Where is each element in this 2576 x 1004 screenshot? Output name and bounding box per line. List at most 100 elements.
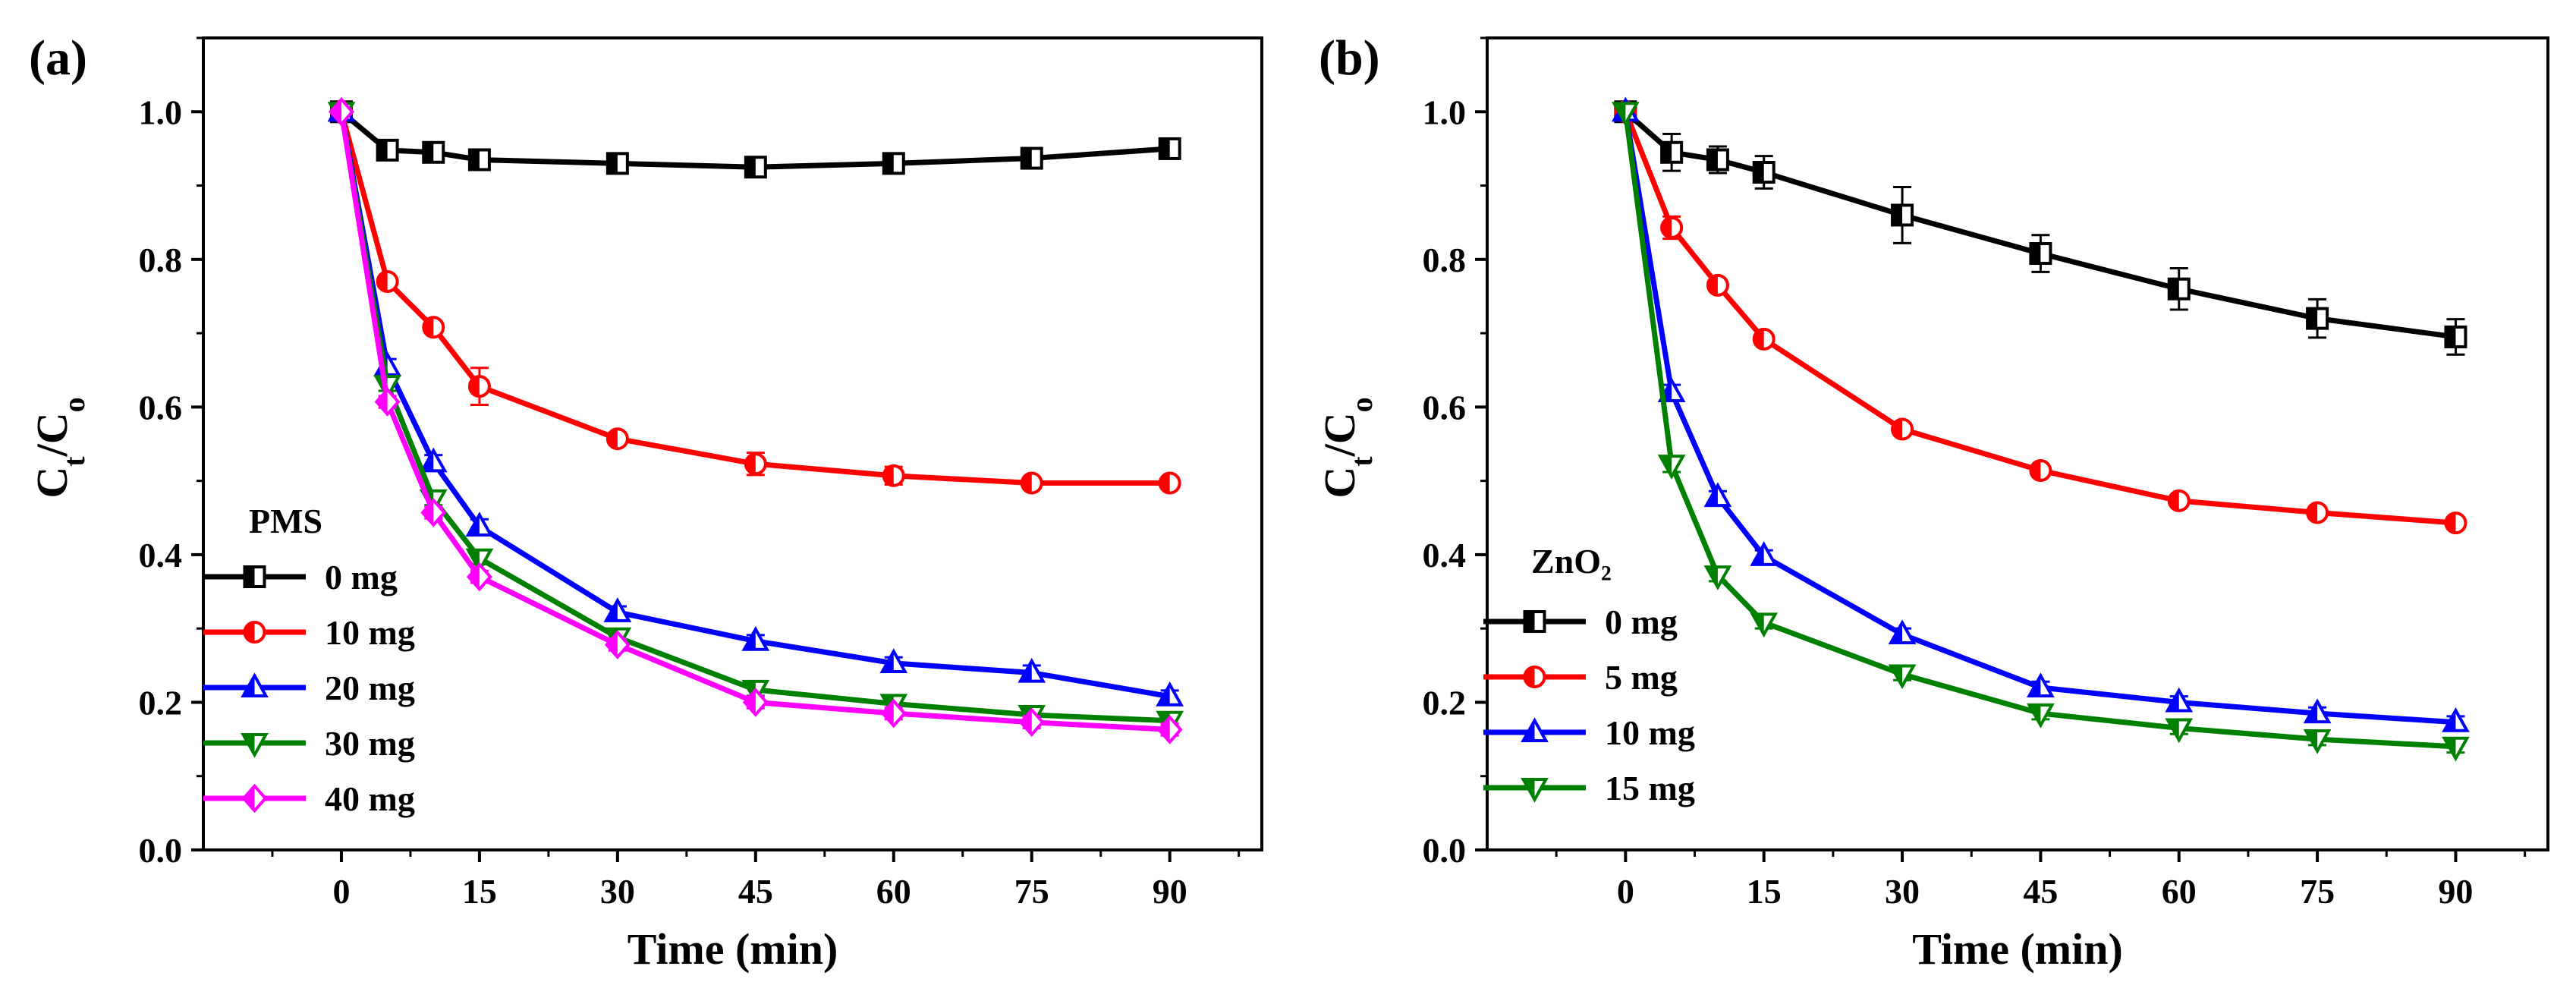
panel-a-data-point bbox=[1020, 146, 1043, 170]
panel-b-legend-marker bbox=[1523, 610, 1546, 633]
panel-b-legend-label: 0 mg bbox=[1605, 603, 1678, 641]
panel-a-data-point bbox=[465, 511, 494, 537]
panel-b-data-point bbox=[1703, 482, 1732, 508]
panel-a-y-tick-label: 0.2 bbox=[139, 683, 183, 722]
panel-a: (a) 0 15 30 45 60 75 90 0.0 0.2 0.4 0.6 0.8 1.0 Time… bbox=[27, 30, 1263, 974]
panel-a-data-point bbox=[422, 140, 445, 164]
panel-a-data-point bbox=[420, 498, 447, 527]
panel-a-legend: PMS 0 mg 10 mg 20 mg 30 mg 40 mg bbox=[203, 502, 415, 818]
panel-a-data-point bbox=[465, 548, 494, 574]
panel-a-data-point bbox=[604, 630, 631, 659]
panel-a-legend-marker bbox=[241, 783, 268, 814]
panel-a-legend-label: 0 mg bbox=[325, 558, 398, 596]
panel-b-data-point bbox=[1888, 664, 1917, 690]
panel-a-legend-marker bbox=[243, 565, 266, 588]
panel-b-x-tick-label: 45 bbox=[2023, 872, 2058, 911]
panel-b-y-tick-label: 0.0 bbox=[1423, 831, 1467, 870]
panel-a-data-point bbox=[422, 316, 445, 339]
panel-b-legend-label: 10 mg bbox=[1605, 713, 1695, 752]
panel-b-data-point bbox=[2167, 489, 2191, 512]
panel-a-series-10mg bbox=[329, 100, 1181, 495]
panel-b-data-point bbox=[2444, 511, 2467, 535]
panel-b-legend-label: 15 mg bbox=[1605, 769, 1695, 807]
panel-b-legend: ZnO₂ 0 mg 5 mg 10 mg 15 mg bbox=[1483, 542, 1695, 807]
panel-b: (b) 0 15 30 45 60 75 90 0.0 0.2 0.4 0.6 0.8 1.0 Time… bbox=[1315, 30, 2549, 974]
panel-b-data-point bbox=[1888, 619, 1917, 645]
panel-a-data-point bbox=[467, 375, 491, 398]
panel-a-data-point bbox=[605, 427, 629, 451]
panel-b-data-point bbox=[2167, 277, 2191, 301]
panel-b-legend-label: 5 mg bbox=[1605, 658, 1678, 697]
panel-a-data-point bbox=[605, 152, 629, 175]
panel-b-data-point bbox=[1752, 327, 1776, 351]
panel-a-y-tick-label: 0.0 bbox=[139, 831, 183, 870]
panel-a-y-tick-label: 1.0 bbox=[139, 93, 183, 131]
panel-a-data-point bbox=[1156, 715, 1183, 744]
panel-a-series-0mg bbox=[329, 100, 1181, 179]
panel-b-data-point bbox=[1706, 148, 1729, 172]
panel-b-x-tick-label: 15 bbox=[1747, 872, 1782, 911]
panel-b-data-point bbox=[2029, 459, 2052, 483]
panel-a-x-tick-label: 0 bbox=[332, 872, 350, 911]
panel-a-axes-frame bbox=[202, 36, 1263, 851]
panel-a-legend-label: 20 mg bbox=[325, 669, 415, 707]
panel-b-axes-frame bbox=[1486, 36, 2549, 851]
panel-a-legend-marker bbox=[241, 732, 269, 758]
panel-a-data-point bbox=[744, 156, 767, 179]
panel-a-data-point bbox=[744, 452, 767, 476]
panel-a-data-point bbox=[880, 698, 907, 729]
panel-a-data-point bbox=[466, 562, 492, 592]
panel-b-data-point bbox=[2306, 501, 2329, 524]
panel-a-legend-label: 30 mg bbox=[325, 724, 415, 763]
panel-a-y-axis-title: Ct/Co bbox=[27, 397, 91, 498]
panel-a-x-tick-label: 30 bbox=[600, 872, 635, 911]
panel-a-legend-label: 10 mg bbox=[325, 613, 415, 652]
panel-b-data-point bbox=[2306, 307, 2329, 330]
panel-b-y-tick-label: 0.4 bbox=[1423, 536, 1467, 574]
panel-b-data-point bbox=[1611, 102, 1640, 127]
panel-a-series-40mg bbox=[328, 96, 1183, 744]
panel-b-series-5mg bbox=[1614, 100, 2467, 535]
panel-a-data-point bbox=[603, 597, 632, 622]
panel-a-data-point bbox=[328, 96, 354, 127]
panel-b-data-point bbox=[1706, 273, 1729, 297]
panel-a-data-point bbox=[374, 387, 401, 417]
panel-b-legend-marker bbox=[1521, 717, 1549, 743]
panel-b-series-line bbox=[1622, 111, 2456, 725]
panel-a-y-tick-label: 0.6 bbox=[139, 388, 183, 426]
panel-a-data-point bbox=[1158, 471, 1181, 495]
panel-b-data-point bbox=[2303, 729, 2332, 754]
panel-b-data-point bbox=[2442, 707, 2470, 732]
panel-b-data-point bbox=[2165, 687, 2194, 713]
panel-b-y-tick-label: 1.0 bbox=[1423, 93, 1467, 131]
panel-b-x-tick-label: 30 bbox=[1885, 872, 1920, 911]
panel-b-series-10mg bbox=[1611, 96, 2470, 732]
panel-b-data-point bbox=[2444, 325, 2467, 348]
panel-a-x-tick-label: 15 bbox=[462, 872, 497, 911]
panel-b-data-point bbox=[1657, 455, 1686, 480]
panel-a-series-20mg bbox=[327, 96, 1184, 707]
panel-a-data-point bbox=[1018, 707, 1045, 737]
panel-b-x-axis-title: Time (min) bbox=[1912, 924, 2123, 974]
panel-a-data-point bbox=[882, 464, 905, 487]
panel-b-x-tick-label: 60 bbox=[2162, 872, 2197, 911]
panel-b-data-point bbox=[1891, 417, 1914, 441]
panel-b-data-point bbox=[2165, 718, 2194, 744]
panel-a-data-point bbox=[467, 148, 491, 172]
panel-b-data-point bbox=[2442, 736, 2470, 762]
panel-a-data-point bbox=[1156, 681, 1184, 707]
panel-b-y-tick-label: 0.6 bbox=[1423, 388, 1467, 426]
panel-b-y-tick-label: 0.8 bbox=[1423, 241, 1467, 279]
panel-a-data-point bbox=[419, 447, 448, 473]
panel-b-y-axis-title: Ct/Co bbox=[1315, 397, 1379, 498]
panel-a-y-tick-label: 0.8 bbox=[139, 241, 183, 279]
panel-b-series-line bbox=[1624, 109, 2456, 340]
panel-a-data-point bbox=[742, 688, 769, 717]
panel-a-series-line bbox=[338, 111, 1171, 700]
panel-a-data-point bbox=[879, 648, 908, 673]
panel-a-data-point bbox=[376, 270, 399, 293]
panel-b-data-point bbox=[2303, 698, 2332, 724]
panel-a-legend-marker bbox=[241, 672, 269, 698]
panel-a-data-point bbox=[741, 626, 770, 651]
